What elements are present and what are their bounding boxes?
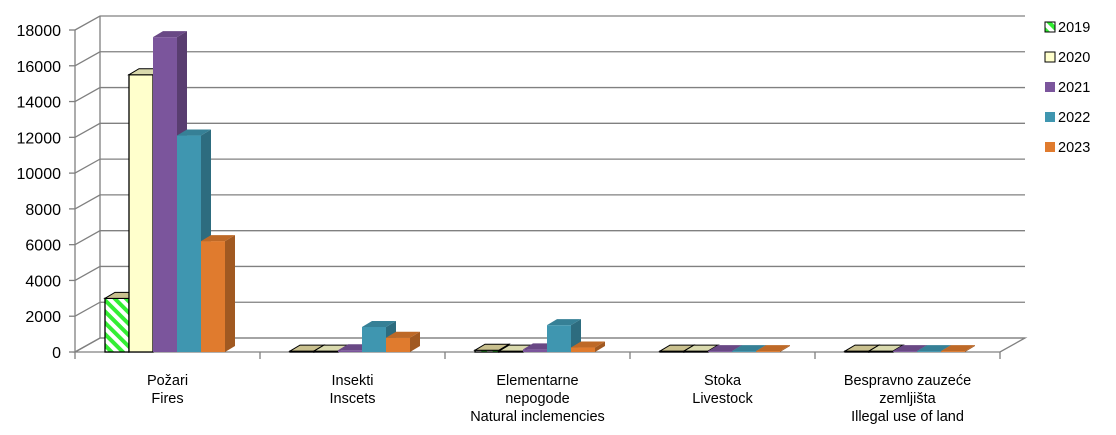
legend-item: 2023 bbox=[1045, 140, 1090, 156]
x-tick-label: Bespravno zauzeće zemljišta Illegal use of… bbox=[844, 373, 971, 425]
gridline bbox=[74, 86, 1025, 103]
bar-front bbox=[523, 349, 547, 352]
y-tick-label: 10000 bbox=[17, 166, 62, 183]
x-tick-label: Požari Fires bbox=[147, 373, 188, 407]
legend-swatch bbox=[1045, 112, 1055, 122]
bar-top bbox=[756, 345, 790, 352]
bar bbox=[201, 235, 235, 352]
bar-front bbox=[104, 297, 130, 353]
bar-front bbox=[153, 37, 177, 353]
bar-front bbox=[128, 74, 154, 353]
legend-label: 2022 bbox=[1058, 110, 1090, 126]
bar-front bbox=[756, 351, 780, 352]
bar-side bbox=[595, 341, 605, 352]
bar bbox=[756, 345, 790, 352]
x-tick-label: Stoka Livestock bbox=[692, 373, 753, 407]
bar bbox=[386, 331, 420, 352]
bar-side bbox=[225, 235, 235, 352]
bar-top bbox=[571, 341, 605, 348]
y-tick-label: 6000 bbox=[25, 238, 61, 255]
y-tick-label: 0 bbox=[52, 345, 61, 362]
labels: 0 2000 4000 6000 8000 10000 12000 14000 16000 180… bbox=[17, 23, 972, 425]
bar-front bbox=[917, 351, 941, 352]
bar-top bbox=[177, 129, 211, 136]
bar-front bbox=[177, 135, 201, 352]
y-tick-label: 4000 bbox=[25, 273, 61, 290]
bar-top bbox=[153, 31, 187, 38]
y-tick-label: 2000 bbox=[25, 309, 61, 326]
legend: 2019 2020 2021 2022 2023 bbox=[1044, 20, 1090, 156]
legend-item: 2022 bbox=[1045, 110, 1090, 126]
bars bbox=[103, 31, 975, 353]
gridline bbox=[74, 158, 1025, 174]
bar-top bbox=[201, 235, 235, 242]
x-tick-label: Elementarne nepogode Natural inclemencies bbox=[470, 373, 605, 425]
gridline bbox=[74, 122, 1025, 138]
y-tick-label: 16000 bbox=[17, 59, 62, 76]
bar-top bbox=[547, 319, 581, 326]
gridline bbox=[74, 51, 1025, 67]
legend-swatch bbox=[1044, 21, 1056, 33]
bar-side bbox=[965, 345, 975, 352]
y-tick-label: 18000 bbox=[17, 23, 62, 40]
y-tick-label: 8000 bbox=[25, 202, 61, 219]
bar-top bbox=[708, 345, 742, 352]
legend-label: 2023 bbox=[1058, 140, 1090, 156]
y-tick-label: 12000 bbox=[17, 130, 62, 147]
bar-front bbox=[941, 351, 965, 352]
bar bbox=[941, 345, 975, 352]
bar-top bbox=[473, 343, 511, 351]
bar-front bbox=[708, 351, 732, 352]
gridline bbox=[74, 194, 1025, 210]
bar-side bbox=[410, 331, 420, 352]
legend-swatch bbox=[1045, 82, 1055, 92]
legend-item: 2019 bbox=[1044, 20, 1090, 36]
y-tick-label: 14000 bbox=[17, 95, 62, 112]
legend-swatch bbox=[1044, 51, 1056, 63]
bar-front bbox=[338, 350, 362, 352]
bar-front bbox=[386, 337, 410, 352]
bar bbox=[571, 341, 605, 352]
bar-top bbox=[941, 345, 975, 352]
legend-label: 2020 bbox=[1058, 50, 1090, 66]
legend-item: 2020 bbox=[1044, 50, 1090, 66]
bar-front bbox=[893, 351, 917, 352]
bar-top bbox=[732, 345, 766, 352]
bar-top bbox=[362, 320, 396, 327]
bar-top bbox=[893, 345, 927, 352]
bar-front bbox=[362, 326, 386, 352]
gridline bbox=[74, 15, 1025, 31]
bar-top bbox=[386, 331, 420, 338]
bar-front bbox=[201, 241, 225, 352]
legend-swatch bbox=[1045, 142, 1055, 152]
legend-item: 2021 bbox=[1045, 80, 1090, 96]
x-tick-label: Insekti Inscets bbox=[330, 373, 376, 407]
legend-label: 2021 bbox=[1058, 80, 1090, 96]
bar-front bbox=[732, 351, 756, 352]
bar-front bbox=[571, 347, 595, 352]
bar-front bbox=[547, 325, 571, 352]
bar-top bbox=[917, 345, 951, 352]
bar-side bbox=[780, 345, 790, 352]
legend-label: 2019 bbox=[1058, 20, 1090, 36]
